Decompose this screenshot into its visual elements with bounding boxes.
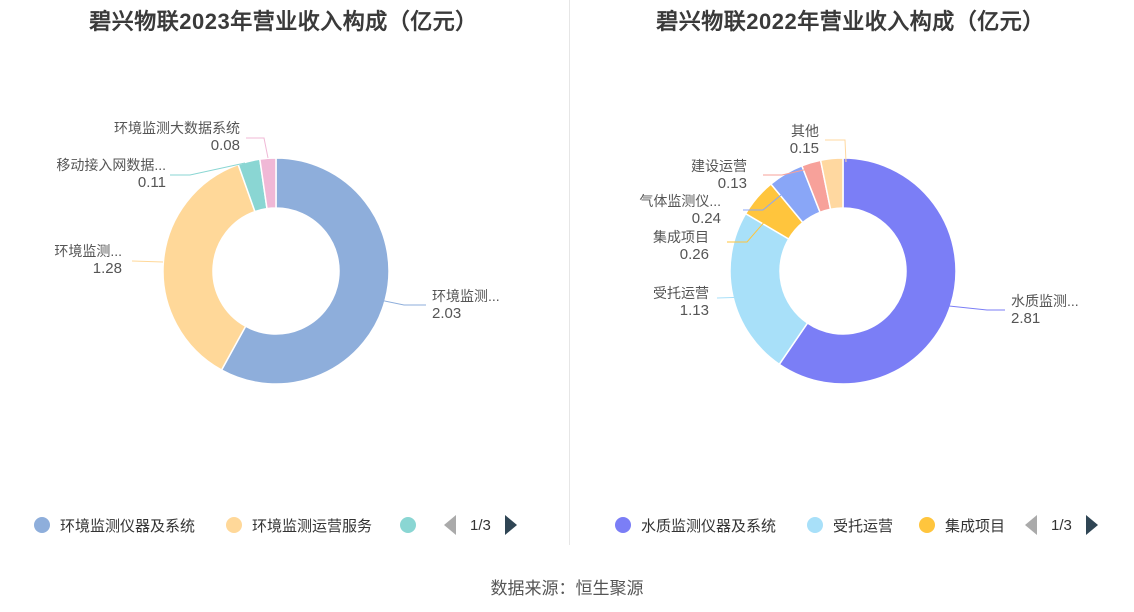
slice-value-label: 0.24 [692,210,721,227]
slice-label: 环境监测... [54,243,122,259]
label-leader-line [743,184,794,211]
slice-label: 建设运营 [691,158,747,174]
slice-label: 集成项目 [653,229,709,245]
pie-slice[interactable] [729,212,809,366]
panel-divider [569,0,570,545]
pie-slice[interactable] [220,157,390,385]
label-leader-line [170,162,246,176]
pie-slice[interactable] [778,157,957,385]
slice-value-label: 1.13 [680,302,709,319]
legend-label: 集成项目 [945,517,1006,535]
legend-dot-icon [226,517,242,533]
slice-value-label: 0.26 [680,246,709,263]
next-page-icon[interactable] [504,515,517,535]
page-indicator: 1/3 [1051,516,1072,534]
slice-value-label: 0.15 [790,140,819,157]
legend-label: 水质监测仪器及系统 [641,517,777,535]
label-leader-line [374,298,426,306]
prev-page-icon[interactable] [444,515,456,535]
label-leader-line [948,305,1005,311]
legend-dot-icon [919,517,935,533]
chart-panel-2022: 碧兴物联2022年营业收入构成（亿元） 水质监测... 2.81 受托运营 1.13 集… [567,0,1134,545]
label-leader-line [131,260,164,263]
data-source: 数据来源：恒生聚源 [490,579,644,598]
pie-slice[interactable] [819,157,844,211]
slice-label: 移动接入网数据... [56,157,166,173]
slice-label: 气体监测仪... [639,193,721,209]
legend-label: 环境监测仪器及系统 [60,517,196,535]
pie-slice[interactable] [162,163,256,372]
legend: 环境监测仪器及系统 环境监测运营服务 1/3 [0,512,567,538]
label-leader-line [246,137,269,159]
slice-label: 环境监测... [432,288,500,304]
legend-dot-icon [34,517,50,533]
slice-label: 环境监测大数据系统 [114,120,240,136]
label-leader-line [716,296,750,299]
slice-value-label: 0.11 [138,174,166,191]
slice-label: 受托运营 [653,285,709,301]
pie-slice[interactable] [258,157,277,210]
legend-item[interactable]: 受托运营 [807,514,893,536]
legend-pager: 1/3 [1025,512,1098,538]
legend-item[interactable] [400,514,426,536]
slice-value-label: 0.08 [211,137,240,154]
legend-item[interactable]: 环境监测运营服务 [226,514,372,536]
donut-chart-2023: 环境监测...2.03环境监测...1.28移动接入网数据...0.11环境监测… [54,120,500,385]
slice-value-label: 1.28 [93,260,122,277]
chart-title: 碧兴物联2023年营业收入构成（亿元） [89,9,478,34]
slice-value-label: 2.81 [1011,310,1040,327]
legend-label: 受托运营 [833,517,894,535]
legend-dot-icon [807,517,823,533]
legend-item[interactable]: 水质监测仪器及系统 [615,514,776,536]
chart-panel-2023: 碧兴物联2023年营业收入构成（亿元） 环境监测... 2.03 环境监测... 1.… [0,0,567,545]
legend-label: 环境监测运营服务 [252,517,373,535]
prev-page-icon[interactable] [1025,515,1037,535]
slice-value-label: 2.03 [432,305,461,322]
label-leader-line [825,139,847,163]
legend-dot-icon [615,517,631,533]
legend-item[interactable]: 集成项目 [919,514,1005,536]
slice-label: 其他 [791,123,819,139]
label-leader-line [763,165,822,176]
chart-title: 碧兴物联2022年营业收入构成（亿元） [656,9,1045,34]
slice-label: 水质监测... [1011,293,1079,309]
legend-dot-icon [400,517,416,533]
legend-item[interactable]: 环境监测仪器及系统 [34,514,195,536]
next-page-icon[interactable] [1085,515,1098,535]
page-indicator: 1/3 [470,516,491,534]
legend: 水质监测仪器及系统 受托运营 集成项目 1/3 [567,512,1134,538]
label-leader-line [727,211,774,243]
legend-pager: 1/3 [444,512,517,538]
slice-value-label: 0.13 [718,175,747,192]
